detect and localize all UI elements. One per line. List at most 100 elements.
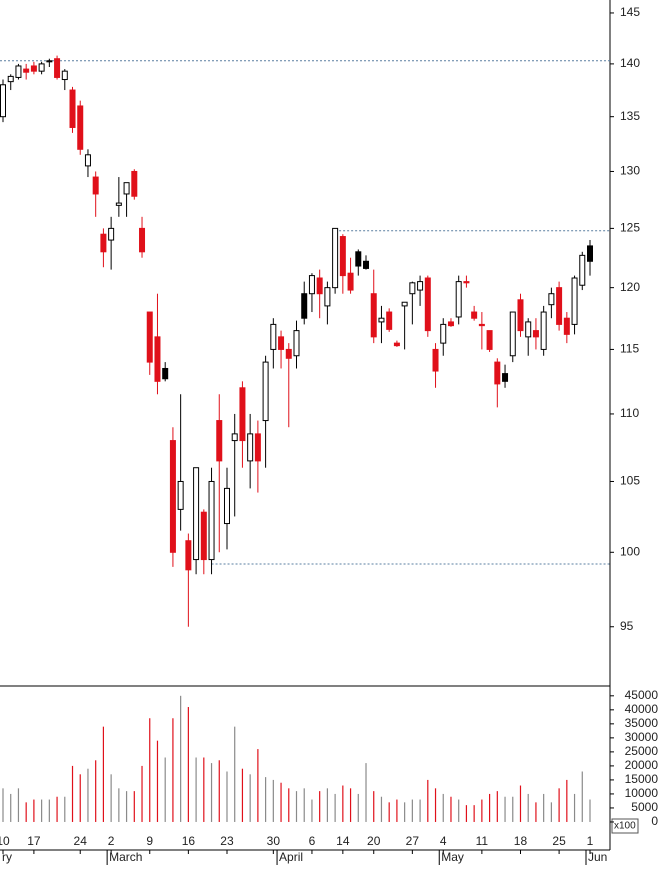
- candle-body: [61, 70, 68, 81]
- candle-body: [46, 60, 53, 63]
- y-tick-label: 95: [620, 619, 634, 633]
- x-tick-label: 14: [336, 834, 350, 848]
- y-tick-label: 135: [620, 109, 640, 123]
- unit-box: [611, 818, 639, 834]
- candle-body: [587, 245, 593, 262]
- candle-body: [363, 260, 370, 269]
- x-tick-label: 18: [514, 834, 528, 848]
- candle-body: [15, 65, 22, 78]
- x-tick-label: 4: [440, 834, 447, 848]
- candle-body: [216, 420, 223, 462]
- candle-body: [440, 323, 447, 344]
- candle-body: [285, 348, 292, 359]
- candle-body: [193, 467, 200, 561]
- candle-body: [115, 202, 122, 206]
- candle-body: [463, 281, 470, 284]
- candle-body: [7, 75, 14, 83]
- candle-body: [278, 336, 285, 350]
- y-tick-label: 130: [620, 164, 640, 178]
- volume-tick-label: 5000: [631, 800, 658, 814]
- candle-body: [563, 317, 570, 335]
- candle-body: [494, 361, 501, 385]
- candle-body: [77, 105, 84, 150]
- x-tick-label: 2: [108, 834, 115, 848]
- x-tick-label: 24: [74, 834, 88, 848]
- candle-body: [532, 330, 539, 338]
- candle-body: [432, 348, 439, 372]
- x-tick-label: 30: [267, 834, 281, 848]
- volume-tick-label: 35000: [625, 716, 659, 730]
- candle-body: [23, 68, 30, 73]
- x-tick-label: 27: [406, 834, 420, 848]
- candle-body: [455, 281, 462, 318]
- candle-body: [185, 540, 192, 571]
- candle-body: [424, 277, 431, 332]
- candle-body: [347, 272, 354, 291]
- x-tick-label: 1: [587, 834, 594, 848]
- candle-body: [409, 282, 416, 295]
- candle-body: [447, 321, 454, 327]
- candle-body: [324, 287, 331, 307]
- volume-tick-label: 0: [651, 814, 658, 828]
- candle-body: [0, 84, 6, 118]
- candle-body: [38, 63, 45, 72]
- x-tick-label: 6: [309, 834, 316, 848]
- y-tick-label: 105: [620, 474, 640, 488]
- candle-body: [301, 293, 308, 319]
- candle-body: [223, 487, 230, 525]
- candle-body: [548, 293, 555, 306]
- y-tick-label: 110: [620, 406, 639, 420]
- candle-body: [247, 433, 254, 462]
- candle-body: [386, 311, 393, 330]
- candle-body: [355, 251, 362, 267]
- volume-tick-label: 25000: [625, 744, 659, 758]
- candle-body: [162, 367, 169, 380]
- candle-body: [131, 170, 138, 197]
- volume-tick-label: 30000: [625, 730, 659, 744]
- x-tick-label: 17: [27, 834, 41, 848]
- volume-tick-label: 15000: [625, 772, 659, 786]
- y-tick-label: 115: [620, 342, 639, 356]
- candle-body: [308, 275, 315, 295]
- x-tick-label: 16: [182, 834, 196, 848]
- candle-body: [556, 287, 563, 325]
- candle-body: [370, 293, 377, 338]
- month-label: May: [441, 850, 464, 864]
- candle-body: [69, 89, 76, 128]
- candle-body: [262, 361, 269, 422]
- candle-body: [417, 281, 424, 291]
- candle-body: [84, 154, 91, 167]
- candle-body: [486, 330, 493, 350]
- month-label: ry: [2, 850, 12, 864]
- month-label: Jun: [588, 850, 607, 864]
- candle-body: [139, 227, 146, 253]
- candle-body: [502, 373, 509, 382]
- candle-body: [146, 311, 153, 363]
- candle-body: [316, 277, 323, 295]
- candle-body: [123, 182, 130, 195]
- candle-body: [54, 58, 61, 78]
- x-tick-label: 20: [367, 834, 381, 848]
- candle-body: [378, 317, 385, 323]
- candle-body: [471, 311, 478, 319]
- volume-tick-label: 20000: [625, 758, 659, 772]
- volume-unit: x100: [614, 821, 636, 832]
- candle-body: [100, 233, 107, 253]
- candle-body: [332, 227, 339, 289]
- x-tick-label: 9: [146, 834, 153, 848]
- volume-tick-label: 10000: [625, 786, 659, 800]
- candle-body: [393, 342, 400, 347]
- volume-tick-label: 40000: [625, 702, 659, 716]
- x-tick-label: 11: [476, 834, 489, 848]
- y-tick-label: 140: [620, 56, 640, 70]
- candle-body: [339, 236, 346, 277]
- y-tick-label: 145: [620, 5, 640, 19]
- candle-body: [208, 480, 215, 561]
- y-tick-label: 120: [620, 280, 640, 294]
- candle-body: [579, 254, 586, 286]
- candle-body: [239, 387, 246, 442]
- candle-body: [92, 176, 99, 195]
- x-tick-label: 10: [0, 834, 10, 848]
- x-tick-label: 25: [552, 834, 566, 848]
